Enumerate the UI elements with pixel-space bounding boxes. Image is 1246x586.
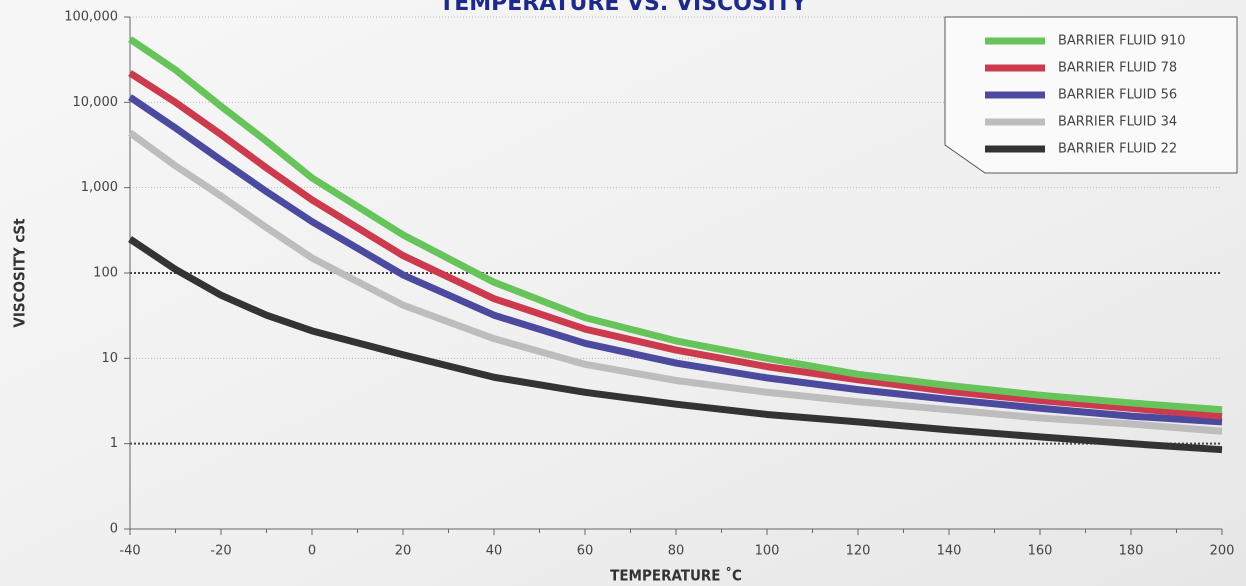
legend: BARRIER FLUID 910 BARRIER FLUID 78 BARRIER…: [944, 16, 1238, 174]
x-tick-label: 60: [577, 544, 594, 559]
legend-label: BARRIER FLUID 56: [1058, 88, 1177, 103]
series-line: [128, 94, 1223, 426]
x-tick-label: -20: [210, 544, 231, 559]
y-tick-label: 10,000: [73, 95, 119, 110]
series-line: [127, 129, 1223, 435]
y-tick-label: 1,000: [81, 180, 118, 195]
x-tick-label: 200: [1210, 544, 1235, 559]
x-tick-label: 0: [308, 544, 316, 559]
series-line: [128, 70, 1223, 420]
y-tick-label: 0: [110, 522, 118, 537]
legend-label: BARRIER FLUID 22: [1058, 142, 1177, 157]
x-tick-label: 160: [1028, 544, 1053, 559]
x-tick-label: 140: [937, 544, 962, 559]
x-tick-label: 120: [846, 544, 871, 559]
y-tick-label: 100,000: [64, 10, 118, 25]
y-tick-label: 10: [101, 351, 118, 366]
y-tick-label: 100: [93, 266, 118, 281]
x-tick-label: -40: [119, 544, 140, 559]
x-tick-label: 80: [668, 544, 685, 559]
x-tick-label: 40: [486, 544, 503, 559]
x-axis-title: TEMPERATURE ˚C: [610, 567, 742, 585]
chart-title: TEMPERATURE VS. VISCOSITY: [439, 0, 808, 16]
legend-label: BARRIER FLUID 910: [1058, 34, 1185, 49]
x-tick-label: 100: [755, 544, 780, 559]
y-axis-title: VISCOSITY cSt: [11, 218, 29, 328]
y-tick-label: 1: [110, 436, 118, 451]
legend-label: BARRIER FLUID 34: [1058, 115, 1177, 130]
x-tick-label: 20: [395, 544, 412, 559]
legend-label: BARRIER FLUID 78: [1058, 61, 1177, 76]
legend-box: [944, 16, 1238, 174]
series-line: [128, 36, 1223, 414]
series-line: [128, 236, 1223, 454]
x-tick-label: 180: [1119, 544, 1144, 559]
